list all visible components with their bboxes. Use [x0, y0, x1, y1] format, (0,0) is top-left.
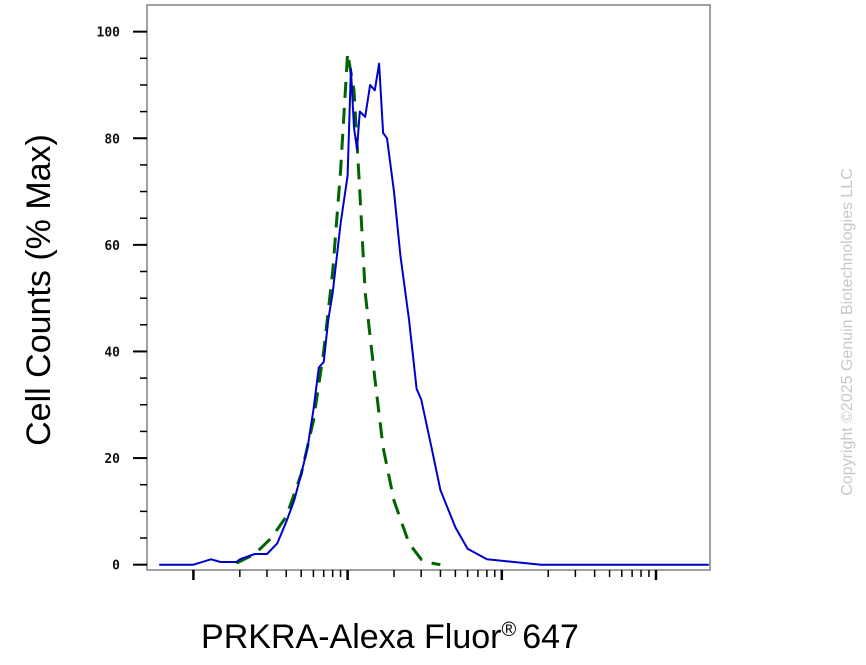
x-axis-label: PRKRA-Alexa Fluor® 647 [201, 618, 579, 656]
x-axis-label-main: PRKRA-Alexa Fluor [201, 618, 501, 656]
y-tick-label: 0 [112, 559, 120, 574]
y-tick-label: 100 [97, 26, 121, 41]
y-tick-label: 80 [104, 132, 120, 147]
x-axis-label-suffix: 647 [522, 618, 579, 656]
series-group [159, 51, 709, 567]
copyright-watermark: Copyright ©2025 Genuin Biotechnologies L… [839, 168, 856, 496]
y-axis: 0 20 40 60 80 100 [97, 26, 147, 574]
x-axis [192, 570, 658, 580]
series-2-line [159, 62, 709, 566]
y-tick-label: 40 [104, 345, 120, 360]
y-axis-label: Cell Counts (% Max) [20, 134, 58, 446]
y-tick-label: 20 [104, 452, 120, 467]
plot-frame [146, 4, 711, 571]
series-1-line [235, 51, 441, 567]
registered-mark: ® [501, 619, 516, 641]
y-tick-label: 60 [104, 239, 120, 254]
